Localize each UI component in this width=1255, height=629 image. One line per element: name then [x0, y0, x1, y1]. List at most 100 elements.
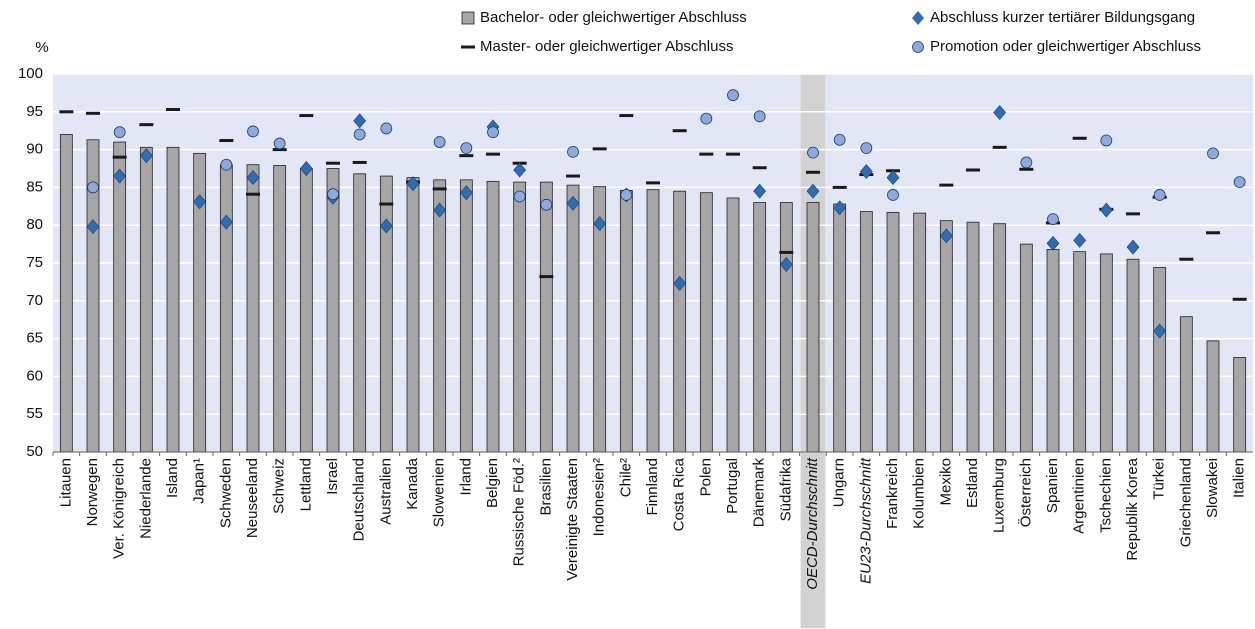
- circle-marker: [113, 126, 126, 139]
- x-tick-label: Belgien: [484, 458, 501, 508]
- x-tick-label: Chile²: [617, 458, 634, 497]
- y-tick-label: 90: [26, 141, 43, 158]
- bar: [273, 165, 287, 453]
- x-tick-label: Tschechien: [1097, 458, 1114, 533]
- diamond-marker: [86, 219, 100, 235]
- bar: [966, 221, 980, 453]
- bar: [113, 141, 127, 453]
- circle-marker: [513, 190, 526, 203]
- x-tick-label: Frankreich: [884, 458, 901, 529]
- x-tick-label: Schweiz: [271, 458, 288, 514]
- diamond-marker: [1099, 202, 1113, 218]
- bar: [326, 168, 340, 453]
- circle-marker: [700, 112, 713, 125]
- legend-label: Abschluss kurzer tertiärer Bildungsgang: [930, 9, 1195, 26]
- bar: [1099, 253, 1113, 453]
- diamond-marker: [459, 185, 473, 201]
- x-tick-label: Kolumbien: [911, 458, 928, 529]
- x-tick-label: Neuseeland: [244, 458, 261, 538]
- bar: [699, 192, 713, 453]
- y-tick-label: 60: [26, 367, 43, 384]
- x-tick-label: Portugal: [724, 458, 741, 514]
- bar: [406, 177, 420, 453]
- legend-swatch: [912, 41, 924, 53]
- x-tick-label: Island: [164, 458, 181, 498]
- circle-marker: [1233, 176, 1246, 189]
- circle-marker: [1020, 156, 1033, 169]
- x-tick-label: Niederlande: [137, 458, 154, 539]
- x-tick-label: Australien: [377, 458, 394, 525]
- diamond-marker: [833, 200, 847, 216]
- x-tick-label: Norwegen: [84, 458, 101, 526]
- circle-marker: [433, 136, 446, 148]
- diamond-marker: [193, 194, 207, 210]
- bar: [1206, 340, 1220, 453]
- circle-marker: [753, 110, 766, 123]
- diamond-marker: [379, 218, 393, 234]
- y-tick-label: 80: [26, 216, 43, 233]
- bar: [1233, 357, 1247, 453]
- bar: [726, 197, 740, 453]
- bar: [1153, 267, 1167, 453]
- diamond-marker: [753, 183, 767, 199]
- circle-marker: [380, 122, 393, 135]
- circle-marker: [1047, 213, 1059, 226]
- bar: [673, 190, 687, 453]
- bar: [166, 146, 180, 453]
- diamond-marker: [939, 228, 953, 244]
- x-tick-label: Griechenland: [1177, 458, 1194, 547]
- x-tick-label: Irland: [457, 458, 474, 496]
- bar: [459, 179, 473, 453]
- x-tick-label: Türkei: [1151, 458, 1168, 500]
- circle-marker: [247, 125, 259, 138]
- y-tick-label: 70: [26, 292, 43, 309]
- x-tick-label: OECD-Durchschnitt: [804, 457, 821, 590]
- x-tick-label: Luxemburg: [991, 458, 1008, 533]
- x-tick-label: Japan¹: [191, 458, 208, 504]
- y-tick-label: 85: [26, 178, 43, 195]
- bar: [1126, 258, 1140, 453]
- x-tick-label: Slowenien: [431, 458, 448, 527]
- bar: [1179, 316, 1193, 453]
- x-tick-label: Costa Rica: [671, 457, 688, 531]
- x-tick-label: Dänemark: [751, 458, 768, 528]
- bar: [779, 202, 793, 453]
- diamond-marker: [1073, 232, 1087, 248]
- diamond-marker: [779, 257, 793, 272]
- x-tick-label: Italien: [1231, 458, 1248, 498]
- bar: [433, 179, 447, 453]
- diamond-marker: [1153, 323, 1167, 339]
- x-tick-label: Polen: [697, 458, 714, 496]
- circle-marker: [353, 128, 366, 141]
- circle-marker: [620, 189, 633, 201]
- y-tick-label: 55: [26, 405, 43, 422]
- circle-marker: [327, 188, 339, 201]
- bar: [913, 212, 927, 453]
- x-tick-label: Finnland: [644, 458, 661, 516]
- circle-marker: [860, 142, 873, 154]
- x-tick-label: Spanien: [1044, 458, 1061, 513]
- bar: [833, 203, 847, 453]
- x-tick-label: Österreich: [1016, 458, 1034, 527]
- y-tick-label: 65: [26, 330, 43, 347]
- diamond-marker: [993, 105, 1007, 121]
- bar: [753, 202, 767, 453]
- bar: [806, 202, 820, 453]
- x-tick-label: Russische Föd.²: [511, 458, 528, 566]
- y-axis-label: %: [35, 39, 48, 56]
- circle-marker: [807, 146, 819, 159]
- circle-marker: [1100, 134, 1113, 147]
- diamond-marker: [1046, 235, 1060, 251]
- legend-swatch: [461, 11, 475, 25]
- y-tick-label: 95: [26, 103, 43, 120]
- bar: [993, 223, 1007, 453]
- circle-marker: [887, 189, 899, 201]
- x-tick-label: EU23-Durchschnitt: [857, 457, 874, 584]
- bar: [59, 134, 73, 453]
- circle-marker: [487, 126, 499, 139]
- bar: [1046, 248, 1060, 453]
- bar: [619, 190, 633, 453]
- x-tick-label: Argentinien: [1071, 458, 1088, 534]
- circle-marker: [727, 89, 739, 102]
- x-tick-label: Brasilien: [537, 458, 554, 516]
